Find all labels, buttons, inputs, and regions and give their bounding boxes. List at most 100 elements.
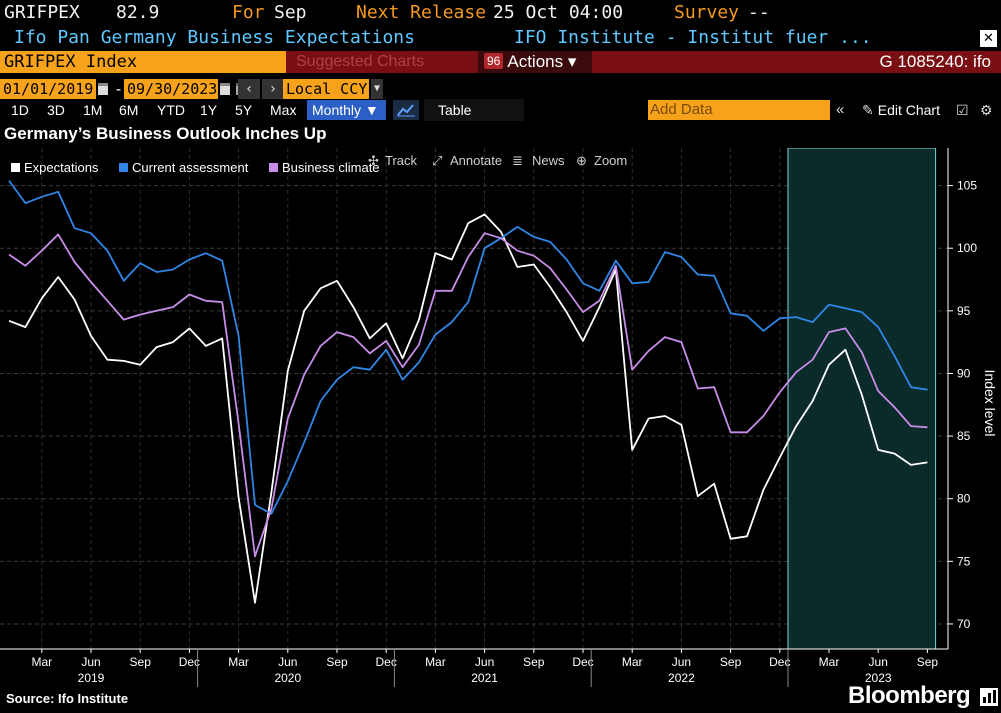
security-input[interactable]: GRIFPEX Index [0, 51, 286, 73]
y-tick-label: 90 [957, 366, 971, 380]
edit-chart-button[interactable]: ✎ Edit Chart [862, 99, 940, 121]
period-5y-button[interactable]: 5Y [235, 102, 253, 118]
news-tool[interactable]: News [532, 153, 565, 168]
x-year-label: 2019 [78, 671, 105, 685]
description-line: Ifo Pan Germany Business Expectations IF… [0, 26, 1001, 50]
security-id: G 1085240: ifo [879, 52, 991, 71]
legend: Expectations Current assessment Business… [11, 160, 380, 175]
x-tick-label: Mar [622, 655, 643, 669]
line-chart-icon[interactable] [393, 100, 419, 120]
actions-code-badge: 96 [484, 53, 504, 69]
x-tick-label: Jun [869, 655, 888, 669]
period-max-button[interactable]: Max [270, 102, 297, 118]
series-line-business-climate [8, 232, 928, 558]
date-separator: - [114, 80, 124, 98]
next-release-label: Next Release [356, 2, 487, 23]
x-tick-label: Dec [769, 655, 790, 669]
y-axis-label: Index level [982, 370, 998, 437]
x-tick-label: Jun [81, 655, 100, 669]
y-tick-label: 95 [957, 304, 971, 318]
series-layer [8, 180, 928, 604]
date-range-bar: 01/01/2019 - 09/30/2023 ‹ › Local CCY ▼ [0, 79, 1001, 99]
start-date-input[interactable]: 01/01/2019 [0, 79, 96, 99]
period-3d-button[interactable]: 3D [47, 102, 65, 118]
actions-menu-button[interactable]: 96 Actions ▾ [478, 51, 592, 73]
frequency-select[interactable]: Monthly ▼ [307, 100, 386, 120]
close-icon[interactable]: ✕ [980, 30, 997, 47]
last-value: 82.9 [116, 2, 160, 23]
x-axis: Mar Jun Sep Dec Mar Jun Sep Dec Mar Jun Sep Dec Mar J… [31, 649, 938, 687]
track-icon[interactable]: ✣ [368, 153, 379, 168]
y-tick-label: 75 [957, 554, 971, 568]
add-data-input[interactable]: Add Data [648, 100, 830, 120]
x-tick-label: Sep [130, 655, 152, 669]
annotate-icon[interactable]: ⤢ [432, 153, 442, 168]
line-chart[interactable]: 70 75 80 85 90 95 100 105 Mar Jun Sep Dec Mar Jun Sep… [0, 148, 1001, 688]
brand-logo: Bloomberg [848, 682, 971, 709]
zoom-tool[interactable]: Zoom [594, 153, 627, 168]
source-organization: IFO Institute - Institut fuer ... [514, 27, 872, 48]
x-tick-label: Mar [31, 655, 52, 669]
x-tick-label: Mar [819, 655, 840, 669]
period-toolbar: 1D 3D 1M 6M YTD 1Y 5Y Max Monthly ▼ Tabl… [0, 99, 1001, 121]
x-tick-label: Sep [326, 655, 348, 669]
y-tick-label: 105 [957, 179, 977, 193]
legend-item-current-assessment: Current assessment [132, 160, 249, 175]
x-tick-label: Sep [523, 655, 545, 669]
y-tick-label: 85 [957, 429, 971, 443]
period-1m-button[interactable]: 1M [83, 102, 103, 118]
period-ytd-button[interactable]: YTD [157, 102, 185, 118]
x-tick-label: Dec [179, 655, 200, 669]
chart-tools: ✣ Track ⤢ Annotate ≣ News ⊕ Zoom [368, 153, 627, 168]
suggested-charts-button[interactable]: Suggested Charts [296, 53, 425, 70]
collapse-icon[interactable]: « [836, 101, 845, 118]
y-tick-label: 80 [957, 492, 971, 506]
x-year-label: 2021 [471, 671, 498, 685]
pencil-icon: ✎ [862, 102, 874, 118]
next-release-value: 25 Oct 04:00 [493, 2, 624, 23]
legend-item-business-climate: Business climate [282, 160, 380, 175]
x-tick-label: Dec [572, 655, 593, 669]
calendar-icon[interactable] [220, 83, 230, 95]
security-description: Ifo Pan Germany Business Expectations [14, 27, 415, 48]
period-1d-button[interactable]: 1D [11, 102, 29, 118]
chart-title: Germany’s Business Outlook Inches Up [4, 124, 327, 143]
gear-icon[interactable]: ⚙ [980, 102, 993, 118]
x-tick-label: Dec [376, 655, 397, 669]
track-tool[interactable]: Track [385, 153, 418, 168]
period-6m-button[interactable]: 6M [119, 102, 139, 118]
x-tick-label: Jun [475, 655, 494, 669]
calendar-icon[interactable] [98, 83, 108, 95]
forward-arrow-icon[interactable]: › [262, 79, 284, 99]
news-icon[interactable]: ≣ [512, 153, 523, 168]
x-year-label: 2022 [668, 671, 695, 685]
x-year-label: 2020 [274, 671, 301, 685]
edit-chart-label: Edit Chart [877, 102, 940, 118]
survey-label: Survey [674, 2, 740, 23]
chart-settings-icon[interactable]: ☑ [956, 102, 969, 118]
survey-value: -- [748, 2, 770, 23]
for-period: Sep [274, 2, 307, 23]
back-arrow-icon[interactable]: ‹ [238, 79, 260, 99]
table-button[interactable]: Table [424, 99, 524, 121]
legend-swatch-climate [269, 163, 278, 172]
currency-select[interactable]: Local CCY [283, 79, 369, 99]
source-note: Source: Ifo Institute [6, 691, 129, 706]
x-tick-label: Mar [228, 655, 249, 669]
period-1y-button[interactable]: 1Y [200, 102, 218, 118]
series-line-current-assessment [8, 180, 928, 515]
x-tick-label: Mar [425, 655, 446, 669]
x-tick-label: Sep [917, 655, 939, 669]
series-line-expectations [8, 213, 928, 604]
y-tick-label: 70 [957, 617, 971, 631]
x-tick-label: Jun [672, 655, 691, 669]
security-bar: GRIFPEX Index Suggested Charts 96 Actions… [0, 51, 1001, 73]
x-tick-label: Jun [278, 655, 297, 669]
annotate-tool[interactable]: Annotate [450, 153, 502, 168]
chevron-down-icon[interactable]: ▼ [371, 79, 383, 99]
zoom-icon[interactable]: ⊕ [576, 153, 587, 168]
for-label: For [232, 2, 265, 23]
end-date-input[interactable]: 09/30/2023 [124, 79, 218, 99]
highlight-region [787, 148, 937, 650]
legend-item-expectations: Expectations [24, 160, 99, 175]
